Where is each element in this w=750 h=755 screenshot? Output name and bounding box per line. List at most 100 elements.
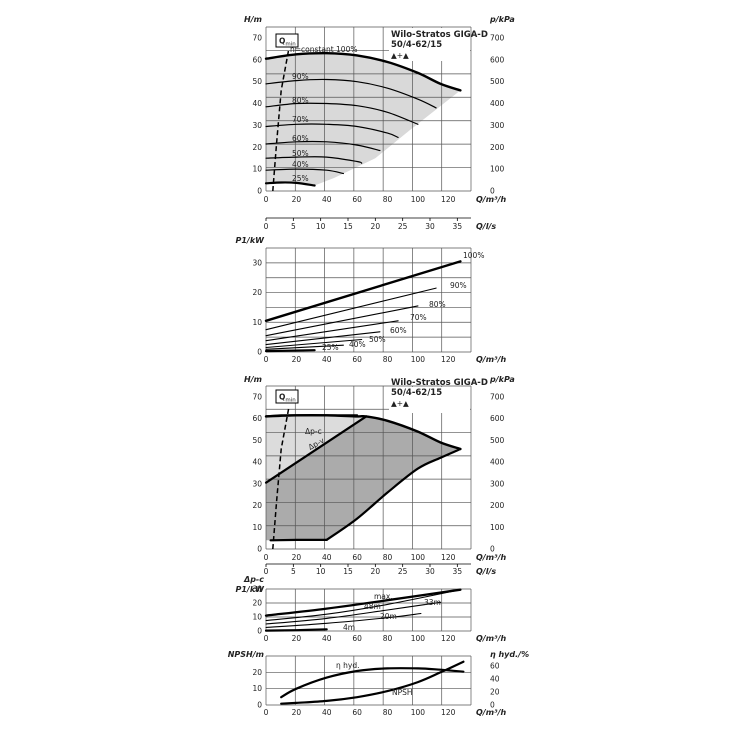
h2-y2-tick: 100 — [490, 523, 505, 532]
h1-y-tick: 70 — [252, 33, 262, 42]
p1-curve-label-6: 40% — [349, 340, 366, 349]
h2-ylabel: H/m — [244, 375, 262, 384]
h2-x-tick: 40 — [322, 553, 332, 562]
p1-curve-label-1: 90% — [450, 281, 467, 290]
h1-symbol: ▲+▲ — [391, 51, 409, 60]
p1-ylabel: P1/kW — [236, 236, 266, 245]
h2-y2-tick: 200 — [490, 501, 505, 510]
h2-y-tick: 20 — [252, 501, 262, 510]
h1-x2-tick: 0 — [264, 222, 269, 231]
h2-y2-tick: 600 — [490, 414, 505, 423]
np-eta-label: η hyd. — [336, 661, 359, 670]
p2-x-tick: 40 — [322, 634, 332, 643]
h1-x-tick: 60 — [352, 195, 362, 204]
h1-curve-label-4: 60% — [292, 134, 309, 143]
h1-y-tick: 20 — [252, 143, 262, 152]
h2-xlabel2: Q/l/s — [476, 567, 496, 576]
p1-x-tick: 0 — [264, 355, 269, 364]
h2-subtitle: 50/4-62/15 — [391, 388, 442, 398]
h1-title: Wilo-Stratos GIGA-D — [391, 30, 488, 40]
p1-curve-label-5: 50% — [369, 335, 386, 344]
p2-curve-label-0: max. — [374, 592, 393, 601]
h1-y2-tick: 600 — [490, 55, 505, 64]
p1-curve-label-7: 25% — [322, 343, 339, 352]
np-y2-tick: 40 — [490, 674, 500, 683]
h1-x2-tick: 25 — [398, 222, 408, 231]
p2-curve-label-1: 48m — [364, 602, 381, 611]
h2-y-tick: 60 — [252, 414, 262, 423]
np-y-tick: 0 — [257, 701, 262, 710]
np-x-tick: 80 — [383, 708, 393, 717]
p1-y-tick: 30 — [252, 258, 262, 267]
p2-y-tick: 20 — [252, 599, 262, 608]
h2-x-tick: 120 — [441, 553, 456, 562]
h1-xlabel2: Q/l/s — [476, 222, 496, 231]
h1-y-tick: 40 — [252, 99, 262, 108]
h1-subtitle: 50/4-62/15 — [391, 40, 442, 50]
np-y2-tick: 20 — [490, 687, 500, 696]
p2-x-tick: 80 — [383, 634, 393, 643]
p2-y-tick: 10 — [252, 613, 262, 622]
p1-x-tick: 60 — [352, 355, 362, 364]
np-x-tick: 60 — [352, 708, 362, 717]
p1-curve-label-4: 60% — [390, 326, 407, 335]
p2-ylabel: Δp-c — [243, 575, 264, 584]
h2-title: Wilo-Stratos GIGA-D — [391, 378, 488, 388]
p2-curve-4m — [266, 629, 327, 630]
p1-y-tick: 0 — [257, 348, 262, 357]
h2-xlabel: Q/m³/h — [476, 553, 506, 562]
p2-curve-label-3: 20m — [380, 612, 397, 621]
h1-y-tick: 50 — [252, 77, 262, 86]
p2-curve-label-4: 4m — [343, 623, 355, 632]
h2-dpc-label: Δp-c — [305, 427, 322, 436]
p1-curve-label-0: 100% — [463, 251, 484, 260]
p1-xlabel: Q/m³/h — [476, 355, 506, 364]
h1-ylabel-right: p/kPa — [489, 15, 515, 24]
h1-y-tick: 60 — [252, 55, 262, 64]
h2-x-tick: 20 — [292, 553, 302, 562]
np-grid — [266, 656, 471, 705]
h1-ylabel: H/m — [244, 15, 262, 24]
h1-x-tick: 20 — [292, 195, 302, 204]
h1-x-tick: 100 — [411, 195, 426, 204]
h1-y2-tick: 200 — [490, 143, 505, 152]
h1-y-tick: 10 — [252, 165, 262, 174]
np-x-tick: 0 — [264, 708, 269, 717]
h1-curve-label-6: 40% — [292, 160, 309, 169]
h1-x2-tick: 30 — [425, 222, 435, 231]
h2-y-tick: 70 — [252, 392, 262, 401]
h1-x2-tick: 15 — [343, 222, 353, 231]
h2-x2-tick: 35 — [453, 567, 463, 576]
h1-curve-label-1: 90% — [292, 72, 309, 81]
h2-y-tick: 30 — [252, 479, 262, 488]
np-x-tick: 120 — [441, 708, 456, 717]
p1-x-tick: 120 — [441, 355, 456, 364]
np-ylabel: NPSH/m — [228, 650, 264, 659]
h1-y-tick: 0 — [257, 187, 262, 196]
h2-ylabel-right: p/kPa — [489, 375, 515, 384]
h1-x-tick: 120 — [441, 195, 456, 204]
p2-y-tick: 0 — [257, 627, 262, 636]
h1-y-tick: 30 — [252, 121, 262, 130]
p2-xlabel: Q/m³/h — [476, 634, 506, 643]
np-ylabel-right: η hyd./% — [490, 650, 529, 659]
h1-x2-tick: 35 — [453, 222, 463, 231]
h2-y-tick: 50 — [252, 436, 262, 445]
p1-curve-25 — [266, 350, 315, 351]
h1-x2-tick: 5 — [291, 222, 296, 231]
p2-curve-label-2: 33m — [424, 598, 441, 607]
p1-curve-label-2: 80% — [429, 300, 446, 309]
h1-x-tick: 80 — [383, 195, 393, 204]
h2-x2-tick: 25 — [398, 567, 408, 576]
h1-y2-tick: 500 — [490, 77, 505, 86]
np-y-tick: 20 — [252, 668, 262, 677]
h1-x2-tick: 10 — [316, 222, 326, 231]
h2-x2-tick: 5 — [291, 567, 296, 576]
h1-curve-label-7: 25% — [292, 174, 309, 183]
p1-y-tick: 20 — [252, 288, 262, 297]
h1-y2-tick: 700 — [490, 33, 505, 42]
np-npsh-label: NPSH — [392, 688, 413, 697]
p1-x-tick: 80 — [383, 355, 393, 364]
